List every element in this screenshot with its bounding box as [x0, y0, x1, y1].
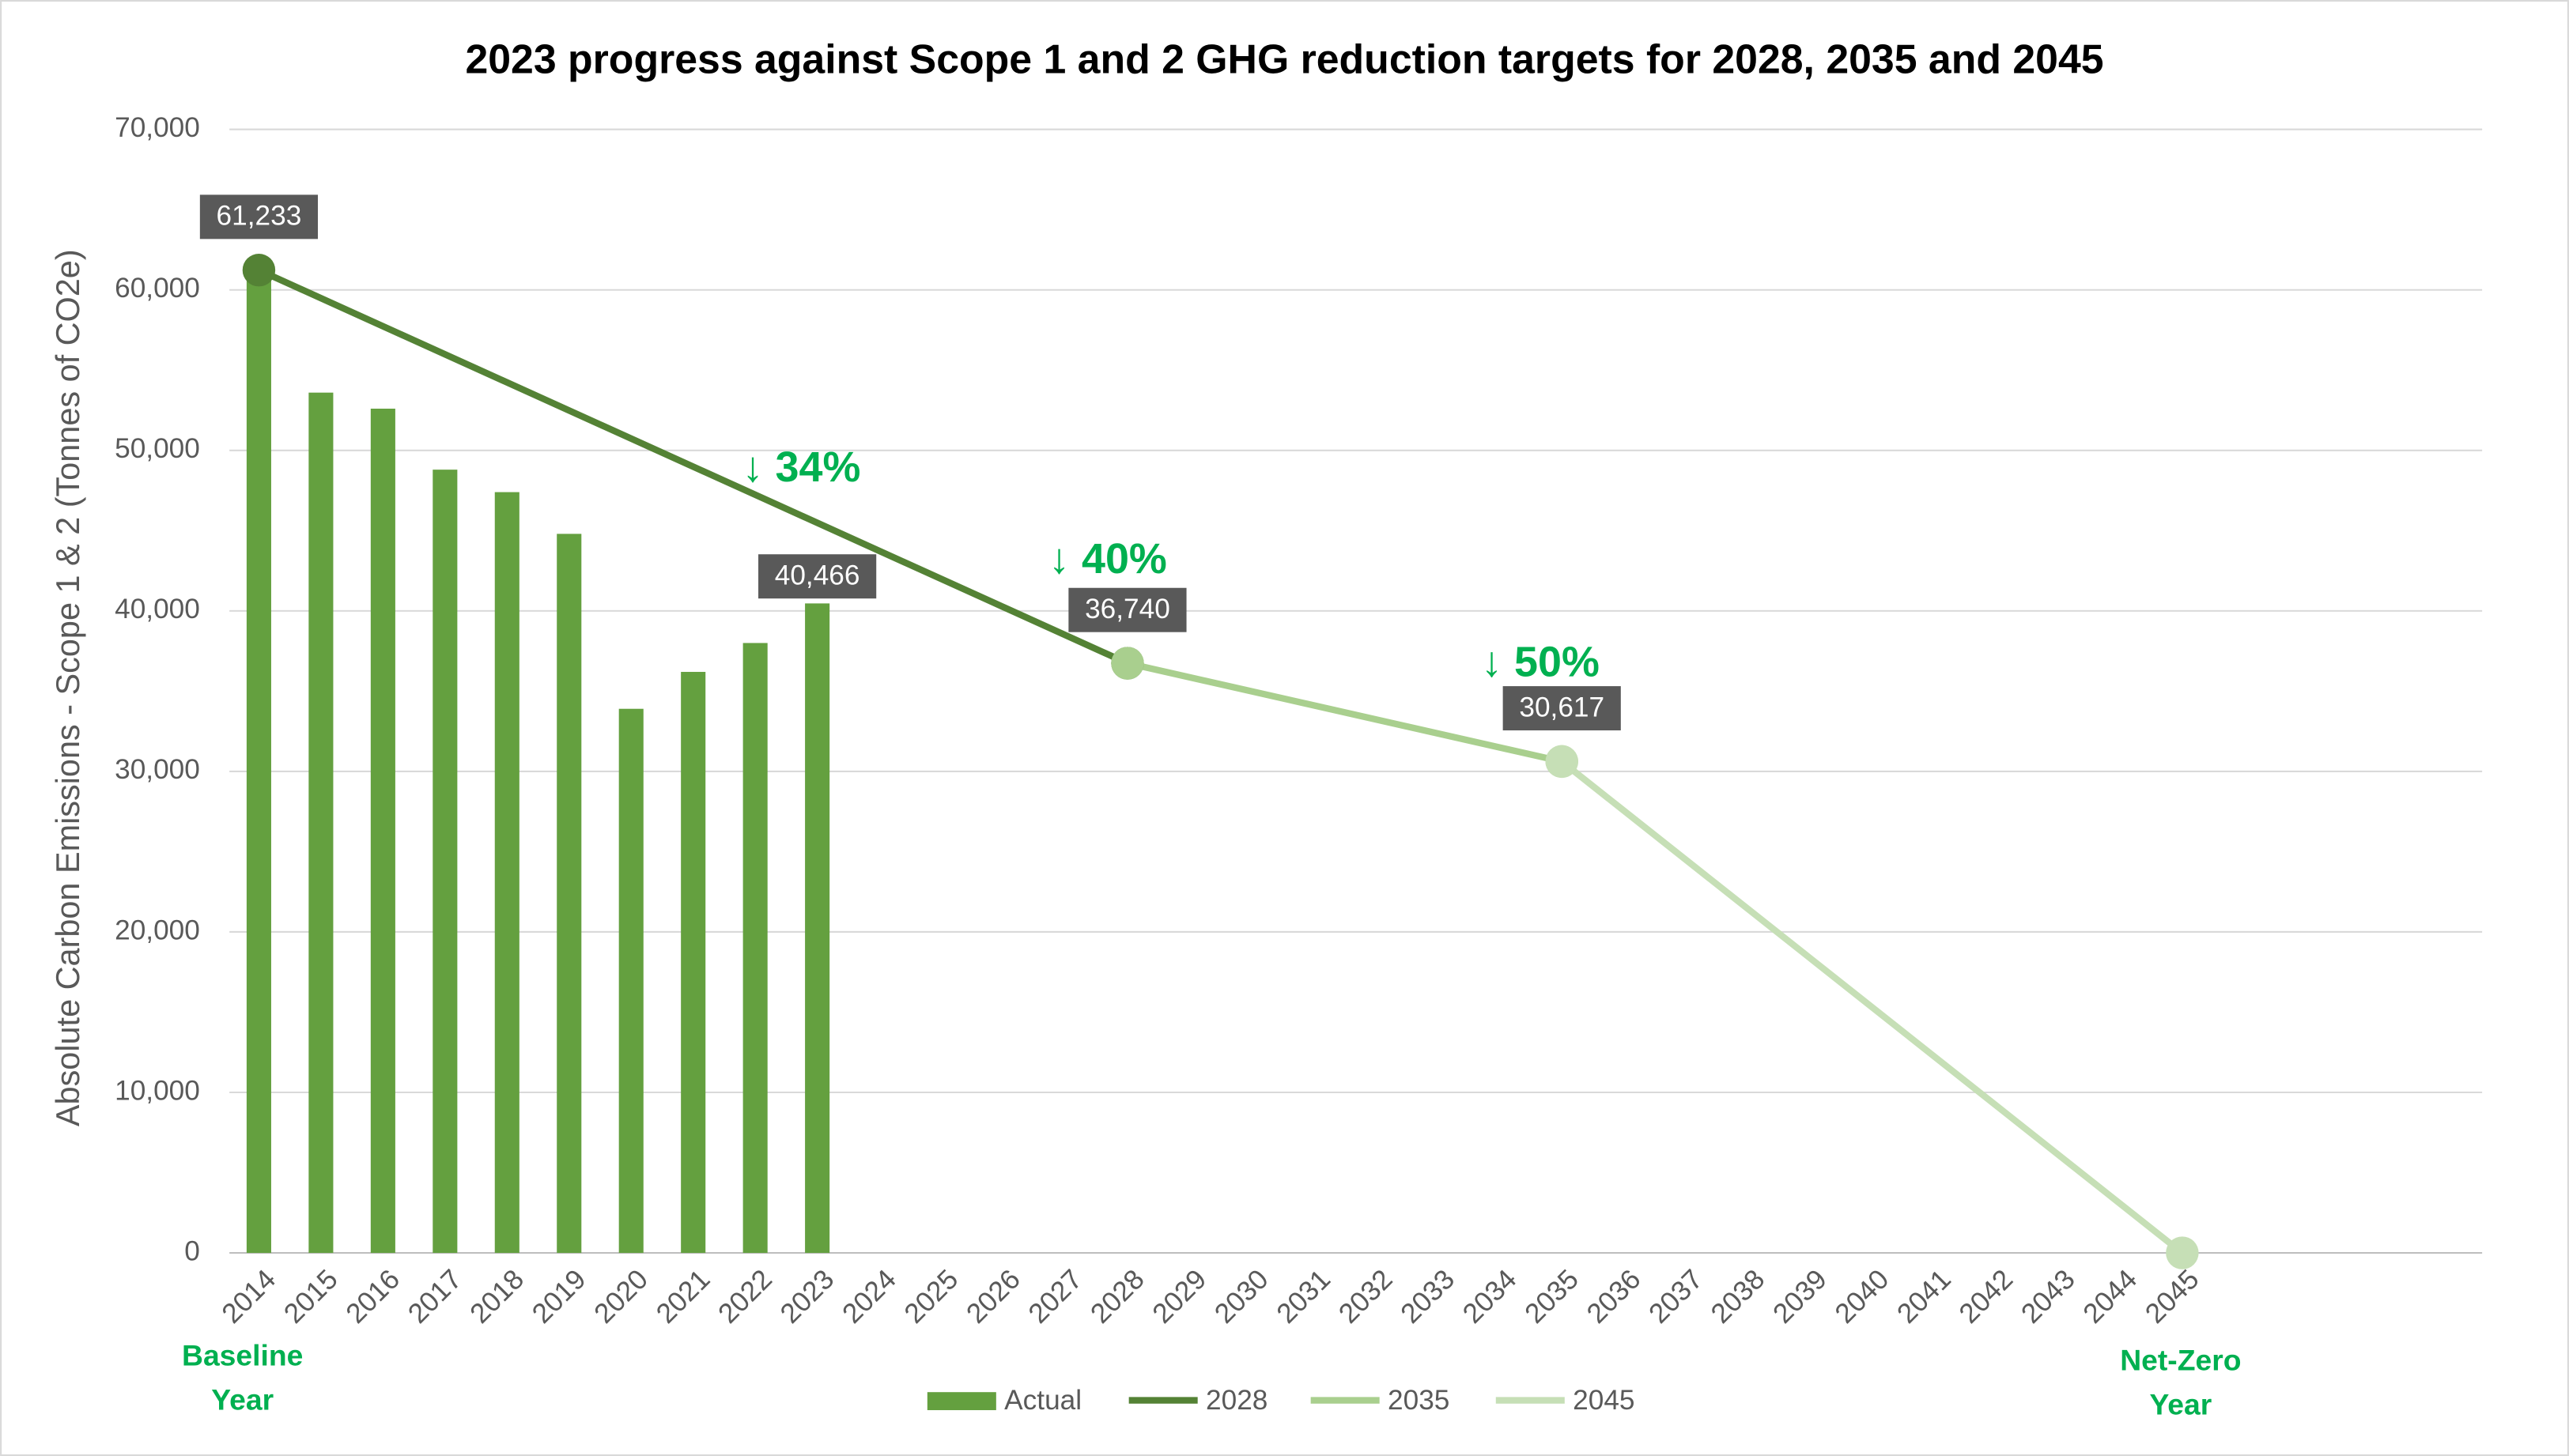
legend-swatch: [927, 1392, 996, 1410]
line-point: [242, 253, 276, 287]
bar: [246, 270, 271, 1254]
data-label-box: [758, 554, 877, 599]
y-axis-title: Absolute Carbon Emissions - Scope 1 & 2 …: [49, 249, 86, 1126]
bar: [618, 708, 644, 1254]
bar: [308, 392, 334, 1254]
bar: [370, 409, 395, 1254]
data-label: 61,233: [217, 201, 302, 232]
line-series: [1559, 759, 2185, 1256]
bar: [557, 534, 582, 1254]
axis-note: Net-Zero: [2120, 1344, 2241, 1377]
annotation: ↓ 34%: [742, 443, 861, 491]
data-label: 30,617: [1519, 692, 1604, 722]
data-label: 40,466: [775, 560, 860, 591]
axis-note: Year: [2149, 1388, 2212, 1421]
chart-title: 2023 progress against Scope 1 and 2 GHG …: [465, 36, 2103, 81]
data-label-box: [1068, 587, 1187, 632]
bar: [681, 672, 706, 1254]
data-label-box: [199, 194, 319, 240]
annotation: ↓ 40%: [1048, 535, 1167, 583]
axis-note: Year: [211, 1382, 274, 1416]
y-tick-label: 30,000: [115, 754, 200, 785]
bar: [494, 492, 519, 1254]
line-point: [2166, 1236, 2199, 1269]
line-point: [1545, 745, 1578, 779]
legend-label: Actual: [1004, 1385, 1082, 1416]
bar: [433, 470, 458, 1254]
y-tick-label: 40,000: [115, 594, 200, 624]
legend-label: 2028: [1206, 1385, 1267, 1416]
data-label-box: [1502, 686, 1621, 731]
line-series: [257, 266, 1129, 666]
y-tick-label: 50,000: [115, 433, 200, 464]
legend-label: 2045: [1573, 1385, 1634, 1416]
annotation: ↓ 50%: [1481, 638, 1600, 685]
y-tick-label: 60,000: [115, 273, 200, 304]
axis-note: Baseline: [182, 1339, 303, 1372]
legend-label: 2035: [1388, 1385, 1449, 1416]
bar: [805, 603, 830, 1254]
bar: [742, 643, 768, 1254]
y-tick-label: 70,000: [115, 112, 200, 143]
line-series: [1127, 660, 1563, 765]
y-tick-label: 0: [184, 1235, 200, 1266]
y-tick-label: 20,000: [115, 915, 200, 945]
y-tick-label: 10,000: [115, 1075, 200, 1106]
data-label: 36,740: [1085, 594, 1170, 624]
line-point: [1111, 647, 1144, 680]
